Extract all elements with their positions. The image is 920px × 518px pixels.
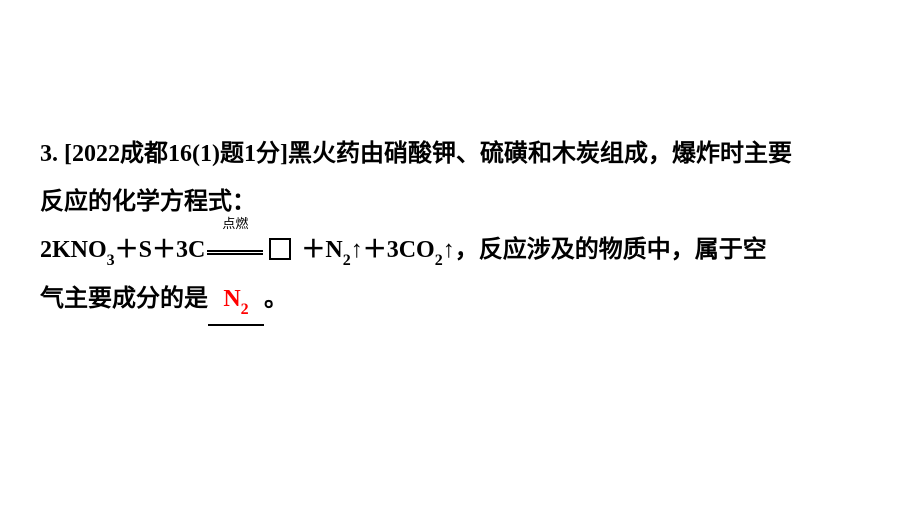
question-source: [2022成都16(1)题1分]: [64, 141, 288, 167]
question-number: 3.: [40, 141, 58, 167]
text-part-3: 反应涉及的物质中，属于空: [479, 237, 767, 263]
line-1: 3. [2022成都16(1)题1分]黑火药由硝酸钾、硫磺和木炭组成，爆炸时主要: [40, 130, 880, 178]
answer-text: N2: [223, 275, 248, 324]
equals-line-icon: [207, 250, 263, 255]
product-tail: ↑，: [443, 237, 479, 263]
answer-blank: N2: [208, 275, 264, 326]
reactant-kno3: 2KNO: [40, 237, 107, 263]
product-n2-prefix: ＋N: [295, 237, 342, 263]
line-3-equation: 2KNO3＋S＋3C点燃 ＋N2↑＋3CO2↑，反应涉及的物质中，属于空: [40, 226, 880, 275]
reaction-condition-arrow: 点燃: [205, 227, 265, 275]
text-part-4: 气主要成分的是: [40, 286, 208, 312]
sub-n2: 2: [343, 252, 351, 269]
sub-co2: 2: [435, 252, 443, 269]
period: 。: [264, 286, 288, 312]
sub-3: 3: [107, 252, 115, 269]
line-4: 气主要成分的是 N2 。: [40, 275, 880, 326]
text-part-1: 黑火药由硝酸钾、硫磺和木炭组成，爆炸时主要: [288, 141, 792, 167]
blank-box-icon: [269, 238, 291, 260]
condition-text: 点燃: [205, 211, 265, 237]
answer-sub: 2: [241, 301, 249, 318]
reactants-rest: ＋S＋3C: [115, 237, 206, 263]
question-block: 3. [2022成都16(1)题1分]黑火药由硝酸钾、硫磺和木炭组成，爆炸时主要…: [40, 130, 880, 326]
product-co2-prefix: ↑＋3CO: [351, 237, 435, 263]
line-2: 反应的化学方程式：: [40, 178, 880, 226]
answer-n: N: [223, 286, 240, 312]
